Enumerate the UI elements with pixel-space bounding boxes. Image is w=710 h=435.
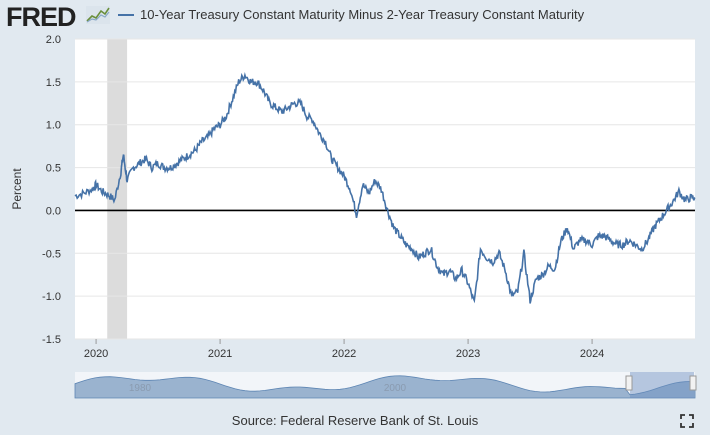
y-tick-label: 0.0 xyxy=(46,205,61,217)
series-line[interactable] xyxy=(74,71,696,304)
legend[interactable]: 10-Year Treasury Constant Maturity Minus… xyxy=(118,7,584,22)
navigator-handle-right[interactable] xyxy=(689,375,697,391)
navigator-tick-label: 2000 xyxy=(384,383,407,394)
range-navigator[interactable]: 1980 2000 xyxy=(74,372,697,399)
legend-label: 10-Year Treasury Constant Maturity Minus… xyxy=(140,7,585,22)
plot-background xyxy=(75,39,695,339)
y-tick-label: 0.5 xyxy=(46,163,61,175)
fred-chart-logo-icon xyxy=(86,6,110,24)
y-axis-ticks: 2.0 1.5 1.0 0.5 0.0 -0.5 -1.0 -1.5 xyxy=(42,34,61,346)
fullscreen-icon[interactable] xyxy=(680,414,694,428)
y-tick-label: 2.0 xyxy=(46,34,61,46)
x-tick-label: 2020 xyxy=(84,348,108,360)
x-tick-label: 2022 xyxy=(332,348,356,360)
navigator-ticks: 1980 2000 xyxy=(129,383,407,394)
line-chart[interactable]: 2.0 1.5 1.0 0.5 0.0 -0.5 -1.0 -1.5 2020 2021 2022… xyxy=(0,0,710,410)
x-tick-label: 2023 xyxy=(456,348,480,360)
source-note: Source: Federal Reserve Bank of St. Loui… xyxy=(231,413,479,428)
x-tick-label: 2021 xyxy=(208,348,232,360)
legend-swatch xyxy=(118,13,134,16)
navigator-selection[interactable] xyxy=(630,372,694,398)
y-tick-label: -1.5 xyxy=(42,334,61,346)
y-tick-label: -1.0 xyxy=(42,291,61,303)
y-tick-label: -0.5 xyxy=(42,248,61,260)
y-tick-label: 1.5 xyxy=(46,77,61,89)
x-axis-ticks: 2020 2021 2022 2023 2024 xyxy=(84,339,604,360)
navigator-tick-label: 1980 xyxy=(129,383,152,394)
fred-logo[interactable]: FRED xyxy=(6,2,76,32)
x-tick-label: 2024 xyxy=(580,348,604,360)
y-axis-label: Percent xyxy=(10,168,24,210)
navigator-area xyxy=(74,375,696,399)
navigator-handle-left[interactable] xyxy=(625,375,633,391)
y-tick-label: 1.0 xyxy=(46,120,61,132)
